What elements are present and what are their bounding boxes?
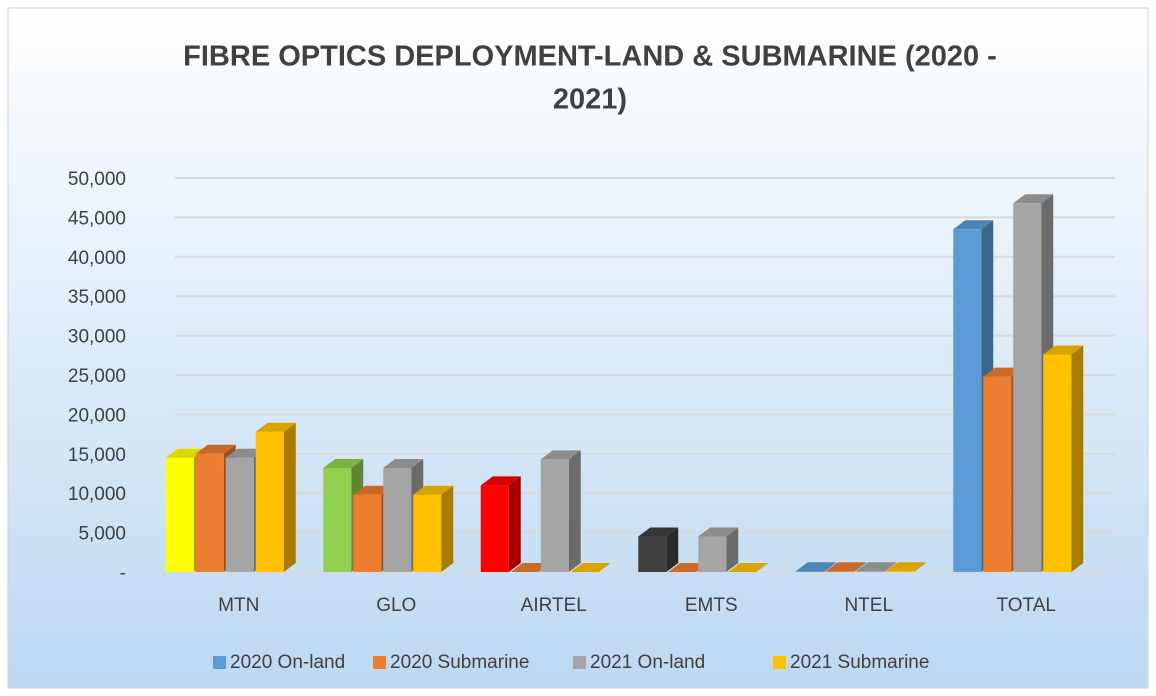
legend-label: 2020 Submarine	[390, 652, 529, 673]
bar-side	[283, 422, 296, 572]
legend-label: 2020 On-land	[230, 652, 345, 673]
bar-top	[698, 527, 739, 537]
chart-title: 2021)	[553, 84, 627, 116]
bar-top	[638, 527, 679, 537]
bar	[353, 494, 382, 572]
legend-label: 2021 Submarine	[790, 652, 929, 673]
bar-top	[795, 562, 836, 572]
legend-label: 2021 On-land	[590, 652, 705, 673]
bar-side	[853, 562, 866, 572]
x-tick-label: EMTS	[685, 595, 738, 616]
bar-side	[1071, 345, 1084, 572]
x-tick-label: GLO	[376, 595, 416, 616]
bar	[983, 376, 1012, 572]
bar-side	[883, 562, 896, 572]
bar	[480, 485, 509, 572]
legend-swatch	[373, 656, 386, 669]
y-tick-label: 40,000	[68, 248, 126, 269]
bar	[855, 571, 884, 572]
legend-swatch	[773, 656, 786, 669]
legend-swatch	[573, 656, 586, 669]
bar	[165, 457, 194, 572]
bar	[638, 536, 667, 572]
y-tick-label: 15,000	[68, 445, 126, 466]
chart-title: FIBRE OPTICS DEPLOYMENT-LAND & SUBMARINE…	[183, 41, 997, 73]
bar-top	[1013, 194, 1054, 204]
bar-top	[413, 485, 454, 495]
bar	[255, 431, 284, 572]
bar-top	[953, 220, 994, 230]
bar	[540, 459, 569, 572]
y-tick-label: -	[120, 563, 126, 584]
bar	[383, 467, 412, 572]
x-tick-label: MTN	[218, 595, 259, 616]
bar-top	[323, 458, 364, 468]
bar-top	[855, 562, 896, 572]
x-tick-label: AIRTEL	[521, 595, 587, 616]
y-tick-label: 50,000	[68, 169, 126, 190]
bar	[413, 494, 442, 572]
bar	[795, 571, 824, 572]
x-tick-label: NTEL	[844, 595, 893, 616]
bar	[225, 457, 254, 572]
y-tick-label: 30,000	[68, 327, 126, 348]
bar-top	[885, 562, 926, 572]
bar-side	[508, 476, 521, 572]
bar	[698, 536, 727, 572]
y-tick-label: 5,000	[78, 524, 126, 545]
bar	[885, 571, 914, 572]
bar-side	[823, 562, 836, 572]
bar-top	[195, 444, 236, 454]
bar-top	[728, 563, 769, 572]
bar-top	[540, 450, 581, 460]
bar-side	[666, 527, 679, 572]
bar	[953, 229, 982, 572]
bar	[1043, 354, 1072, 572]
bar	[323, 467, 352, 572]
bar-top	[825, 562, 866, 572]
bar-side	[568, 450, 581, 572]
bar-top	[570, 563, 611, 572]
y-tick-label: 35,000	[68, 287, 126, 308]
y-tick-label: 20,000	[68, 405, 126, 426]
legend-swatch	[213, 656, 226, 669]
bar-top	[255, 422, 296, 432]
bar-side	[726, 527, 739, 572]
y-tick-label: 10,000	[68, 484, 126, 505]
bar	[195, 453, 224, 572]
bar-side	[913, 562, 926, 572]
y-tick-label: 45,000	[68, 208, 126, 229]
bar-top	[383, 458, 424, 468]
bar	[825, 571, 854, 572]
bar-side	[441, 485, 454, 572]
bar	[1013, 203, 1042, 572]
bar-top	[480, 476, 521, 486]
y-tick-label: 25,000	[68, 366, 126, 387]
bar-top	[1043, 345, 1084, 355]
x-tick-label: TOTAL	[997, 595, 1056, 616]
